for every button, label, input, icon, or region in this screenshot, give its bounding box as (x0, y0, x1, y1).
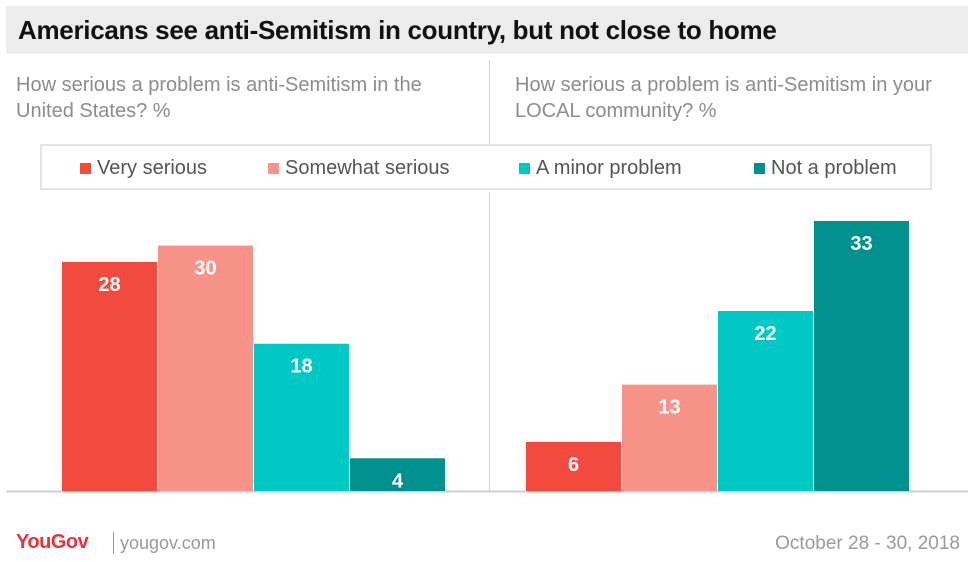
footer-separator (113, 532, 114, 554)
question-us: How serious a problem is anti-Semitism i… (16, 74, 422, 122)
bar-local-not-a-problem (814, 221, 909, 491)
legend: Very serious Somewhat serious A minor pr… (40, 144, 932, 190)
legend-item-minor-problem: A minor problem (519, 157, 682, 179)
legend-item-somewhat-serious: Somewhat serious (268, 157, 450, 179)
legend-label-somewhat-serious: Somewhat serious (285, 156, 450, 179)
bar-local-somewhat-serious (622, 384, 717, 491)
legend-swatch-very-serious (80, 162, 91, 174)
panel-divider-bottom (489, 192, 490, 492)
yougov-logo: YouGov (16, 531, 89, 553)
bar-us-somewhat-serious (158, 245, 253, 491)
footer-date: October 28 - 30, 2018 (775, 533, 960, 554)
chart-title: Americans see anti-Semitism in country, … (18, 15, 777, 45)
legend-swatch-not-a-problem (754, 162, 765, 174)
bar-label-local-somewhat-serious: 13 (658, 397, 680, 419)
bar-label-local-not-a-problem: 33 (850, 233, 872, 255)
legend-item-not-a-problem: Not a problem (754, 157, 897, 179)
bar-us-very-serious (62, 261, 157, 491)
bar-label-us-minor-problem: 18 (290, 356, 312, 378)
bar-us-minor-problem (254, 343, 349, 491)
bar-local-minor-problem (718, 311, 813, 491)
bar-label-us-not-a-problem: 4 (392, 470, 404, 492)
legend-label-minor-problem: A minor problem (536, 156, 682, 179)
question-local: How serious a problem is anti-Semitism i… (515, 74, 932, 122)
bar-label-local-very-serious: 6 (568, 454, 579, 476)
bar-label-us-somewhat-serious: 30 (194, 258, 216, 280)
legend-label-not-a-problem: Not a problem (771, 156, 897, 179)
footer-site: yougov.com (120, 533, 216, 553)
legend-item-very-serious: Very serious (80, 157, 207, 179)
legend-swatch-minor-problem (519, 162, 530, 174)
legend-label-very-serious: Very serious (97, 156, 208, 179)
panel-divider-top (489, 60, 490, 144)
bar-local-very-serious (526, 441, 621, 491)
title-bar: Americans see anti-Semitism in country, … (6, 6, 968, 54)
bar-label-us-very-serious: 28 (98, 274, 120, 296)
legend-swatch-somewhat-serious (268, 162, 279, 174)
bar-us-not-a-problem (350, 458, 445, 491)
bar-label-local-minor-problem: 22 (754, 323, 776, 345)
